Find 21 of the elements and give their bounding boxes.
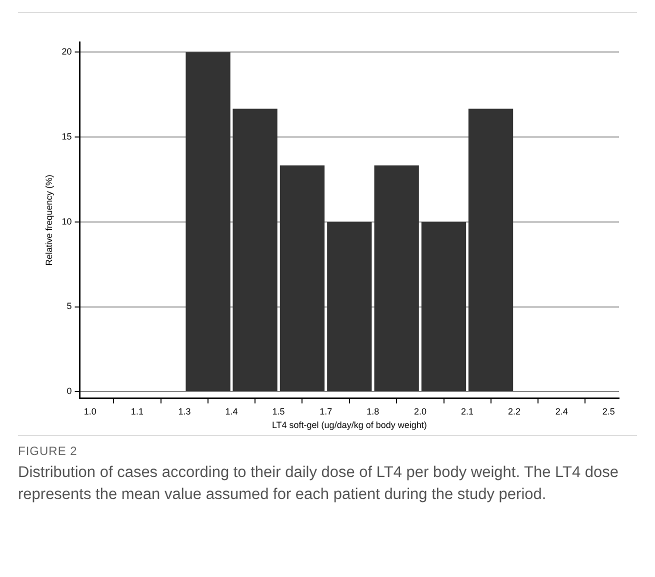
x-tick-label: 2.2 xyxy=(508,406,521,416)
x-tick-label: 2.1 xyxy=(461,406,474,416)
x-tick-label: 2.5 xyxy=(602,406,615,416)
y-tick-label: 10 xyxy=(62,216,72,226)
x-tick-label: 1.4 xyxy=(225,406,238,416)
x-tick-label: 1.5 xyxy=(272,406,285,416)
x-tick-label: 2.4 xyxy=(555,406,568,416)
y-tick-label: 15 xyxy=(62,132,72,142)
x-tick-label: 2.0 xyxy=(414,406,427,416)
x-tick-label: 1.1 xyxy=(130,406,144,416)
y-tick-label: 5 xyxy=(66,301,72,312)
y-tick-label: 0 xyxy=(66,386,72,396)
x-tick-label: 1.8 xyxy=(366,406,380,416)
text: Distribution of cases according to their daily dose of LT4 per body weight. The LT4 dose represents the mean value assumed for each patient during the study period. xyxy=(18,463,620,506)
y-tick-label: 20 xyxy=(62,46,72,57)
y-axis-title: Relative frequency (%) xyxy=(44,174,54,266)
text: FIGURE 2 xyxy=(18,444,78,458)
x-axis-title: LT4 soft-gel (ug/day/kg of body weight) xyxy=(272,420,427,430)
x-tick-label: 1.3 xyxy=(178,406,191,416)
x-tick-label: 1.7 xyxy=(320,406,332,416)
x-tick-label: 1.0 xyxy=(84,406,96,416)
